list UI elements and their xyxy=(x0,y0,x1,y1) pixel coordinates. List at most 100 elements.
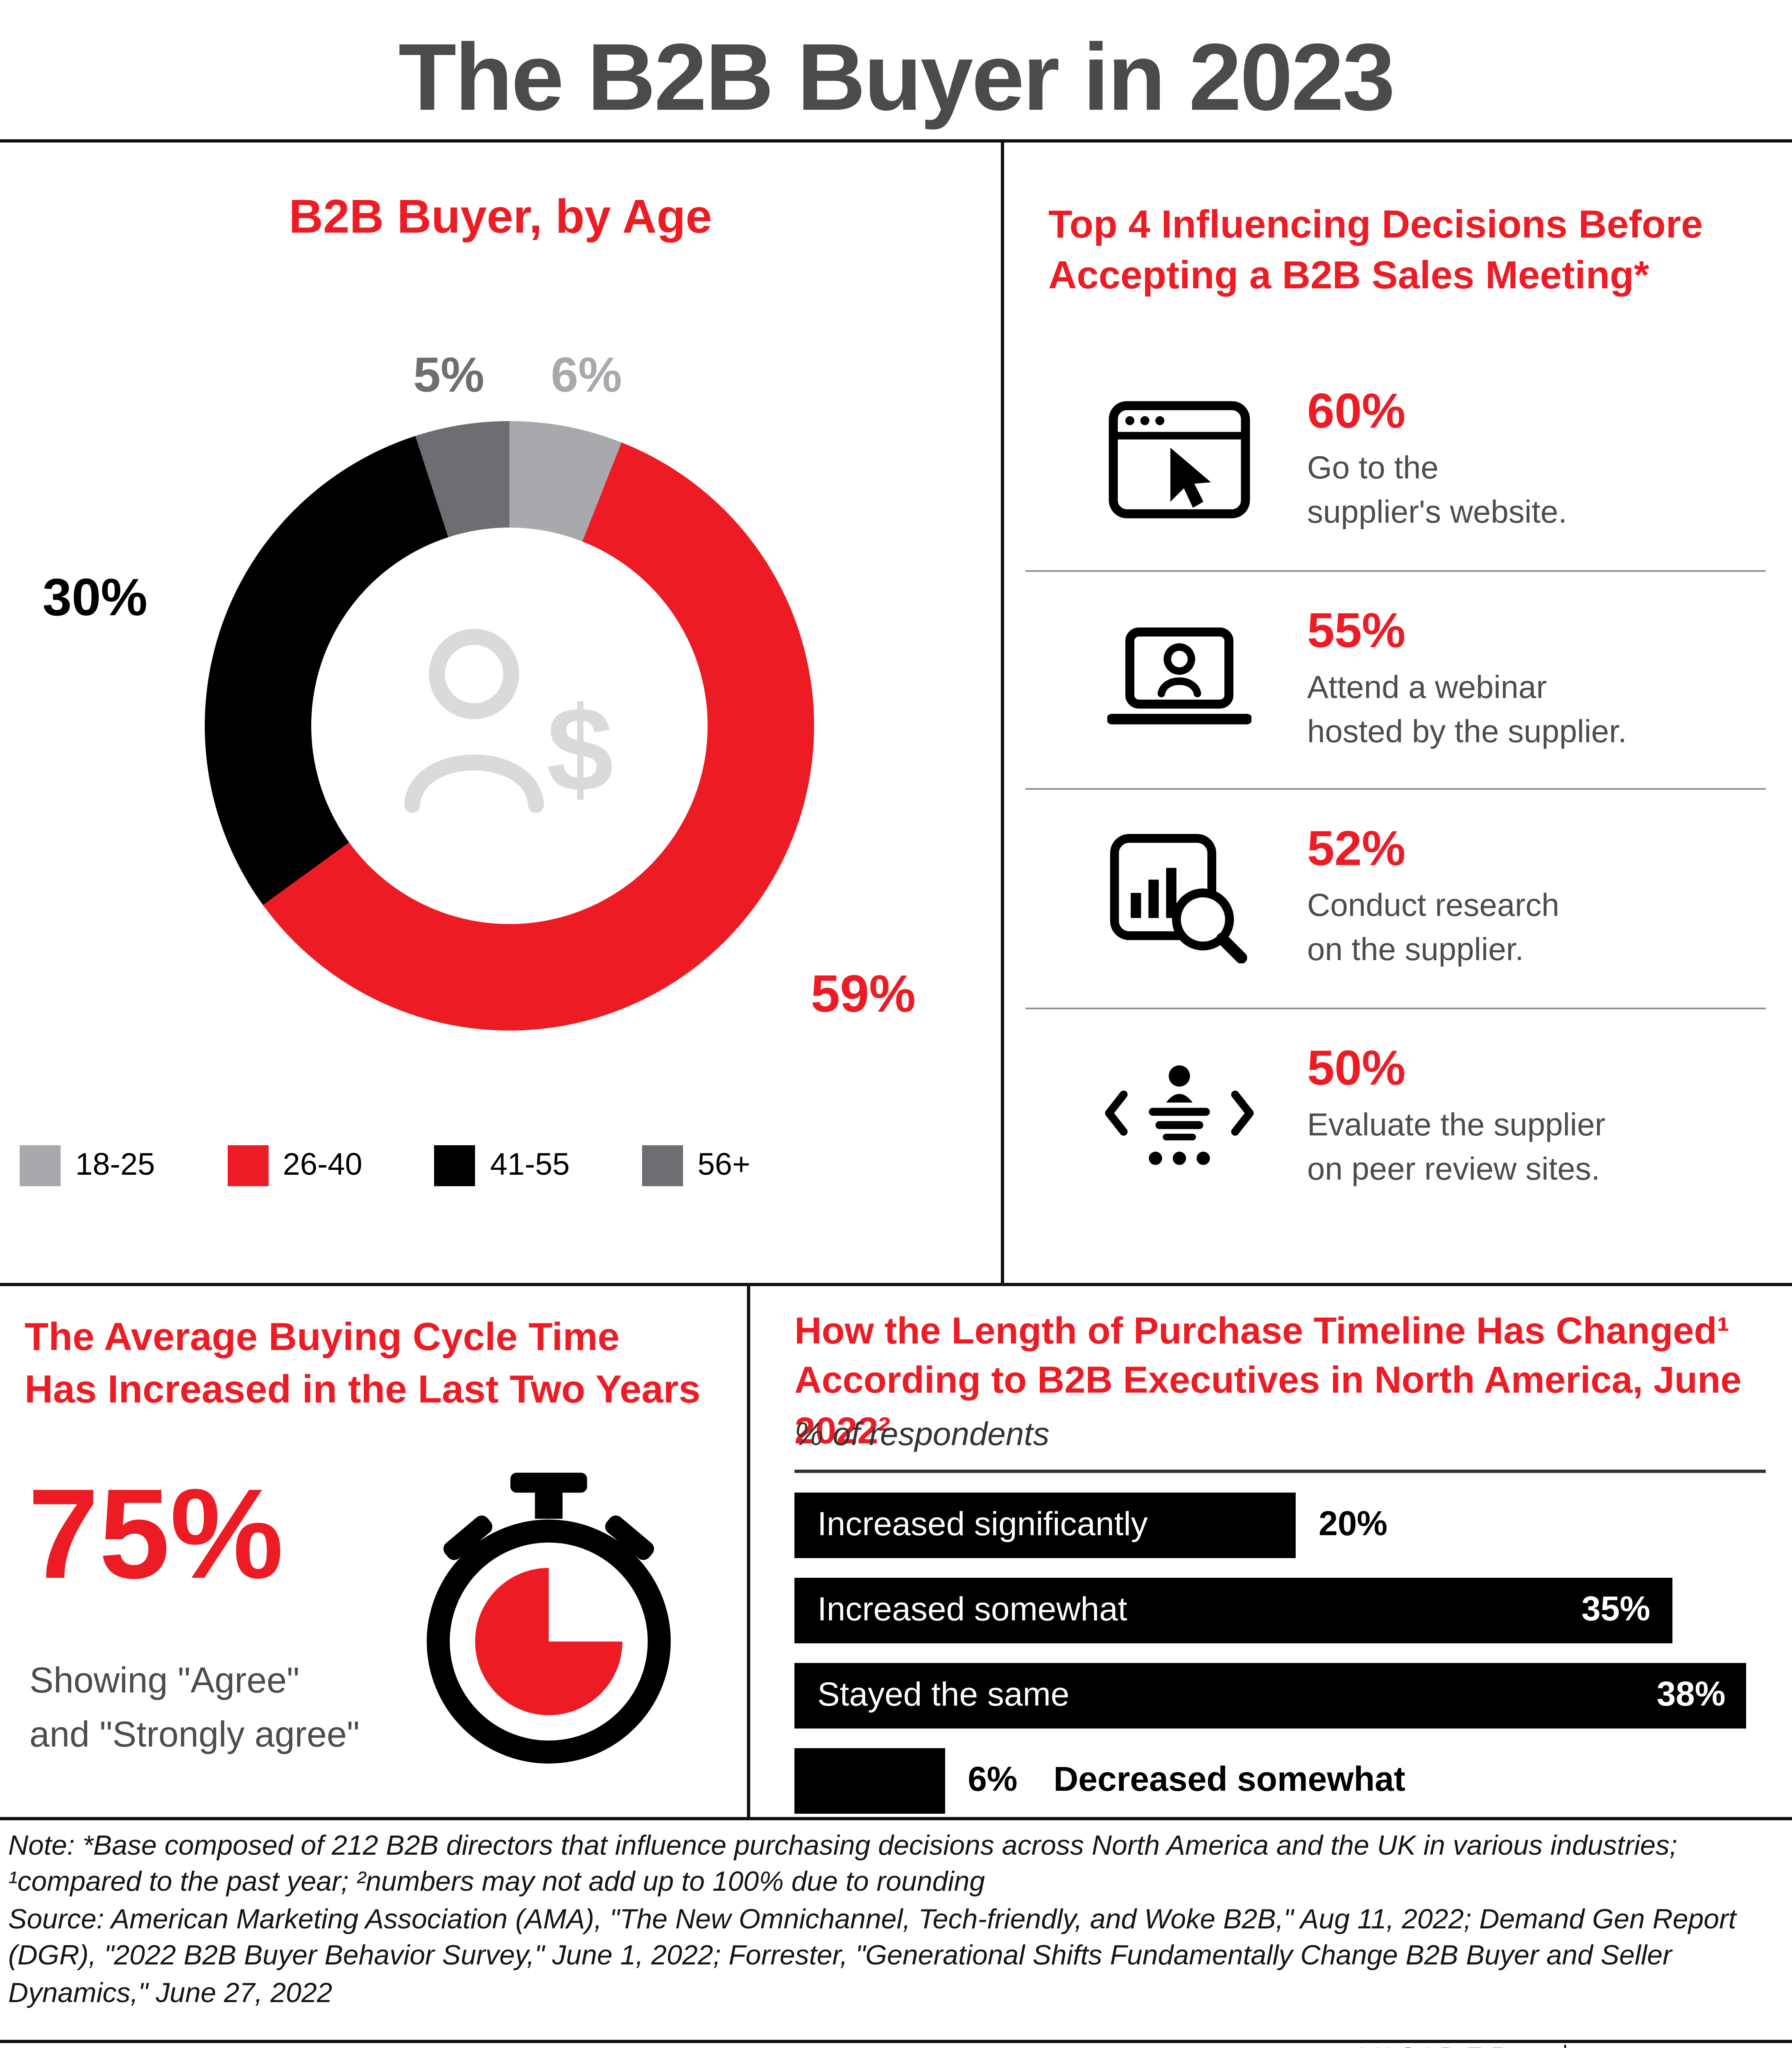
timeline-divider xyxy=(794,1470,1766,1472)
bar-decreased-somewhat xyxy=(794,1748,945,1814)
influence-value: 55% xyxy=(1307,604,1406,658)
age-donut-chart: $ xyxy=(205,421,814,1031)
legend-label: 56+ xyxy=(697,1148,751,1182)
legend-item-41-55: 41-55 xyxy=(434,1145,570,1186)
influence-text: 55% Attend a webinar hosted by the suppl… xyxy=(1307,604,1627,755)
bottom-vertical-divider xyxy=(747,1286,750,1817)
influence-title-line2: Accepting a B2B Sales Meeting* xyxy=(1048,254,1649,299)
donut-label-41-55: 30% xyxy=(42,568,148,627)
insider-intelligence-logo: INSIDER INTELLIGENCE xyxy=(1358,2045,1539,2048)
bar-label: Increased somewhat xyxy=(817,1591,1127,1629)
influence-section: Top 4 Influencing Decisions Before Accep… xyxy=(1001,143,1792,1283)
buying-cycle-title-line2: Has Increased in the Last Two Years xyxy=(25,1367,701,1412)
top-vertical-divider xyxy=(1001,143,1004,1283)
note-line: Note: *Base composed of 212 B2B director… xyxy=(8,1830,1677,1861)
influence-title-line1: Top 4 Influencing Decisions Before xyxy=(1048,203,1703,247)
header-divider xyxy=(0,139,1792,143)
svg-text:$: $ xyxy=(547,683,613,817)
age-donut-hole: $ xyxy=(311,528,708,924)
brand-block: INSIDER INTELLIGENCE eMarketer. xyxy=(1358,2045,1769,2048)
stopwatch-icon xyxy=(427,1473,671,1764)
legend-item-26-40: 26-40 xyxy=(227,1145,362,1186)
buyer-dollar-icon: $ xyxy=(404,629,613,817)
influence-desc-line2: hosted by the supplier. xyxy=(1307,714,1627,750)
note-line: (DGR), "2022 B2B Buyer Behavior Survey,"… xyxy=(8,1940,1672,1972)
legend-swatch-18-25 xyxy=(20,1145,61,1186)
influence-value: 50% xyxy=(1307,1042,1406,1096)
bar-row-increased-somewhat: Increased somewhat 35% xyxy=(794,1578,1792,1643)
bar-value: 6% xyxy=(968,1761,1018,1799)
stopwatch-pie xyxy=(475,1568,622,1715)
timeline-section: How the Length of Purchase Timeline Has … xyxy=(747,1286,1792,1817)
bar-increased-significantly: Increased significantly xyxy=(794,1493,1296,1558)
note-line: ¹compared to the past year; ²numbers may… xyxy=(8,1867,985,1898)
bar-row-increased-significantly: Increased significantly 20% xyxy=(794,1493,1792,1558)
legend-label: 18-25 xyxy=(75,1148,155,1182)
bar-stayed-the-same: Stayed the same 38% xyxy=(794,1663,1747,1729)
bar-value: 20% xyxy=(1319,1506,1388,1543)
age-section: B2B Buyer, by Age $ 5% 6% 30% 59% 18-25 xyxy=(0,143,1001,1283)
mid-divider xyxy=(0,1283,1792,1286)
page-title: The B2B Buyer in 2023 xyxy=(398,25,1395,131)
caption-line2: and "Strongly agree" xyxy=(29,1714,360,1755)
influence-title: Top 4 Influencing Decisions Before Accep… xyxy=(1048,200,1703,302)
bar-label: Decreased somewhat xyxy=(1053,1761,1405,1799)
bar-value: 35% xyxy=(1581,1591,1650,1629)
note-line: Dynamics," June 27, 2022 xyxy=(8,1977,333,2008)
influence-desc-line1: Conduct research xyxy=(1307,888,1559,924)
influence-item-research: 52% Conduct research on the supplier. xyxy=(1025,788,1766,1007)
donut-label-56plus: 5% xyxy=(413,349,484,403)
caption-line1: Showing "Agree" xyxy=(29,1660,300,1701)
bar-label: Increased significantly xyxy=(817,1506,1148,1543)
notes-section: Note: *Base composed of 212 B2B director… xyxy=(8,1828,1787,2012)
browser-cursor-icon xyxy=(1101,398,1258,524)
influence-desc-line2: supplier's website. xyxy=(1307,495,1567,532)
timeline-title-line2: According to B2B Executives in North Ame… xyxy=(794,1359,1742,1451)
influence-value: 60% xyxy=(1307,385,1406,439)
donut-label-26-40: 59% xyxy=(810,964,916,1023)
influence-desc-line2: on the supplier. xyxy=(1307,933,1524,969)
legend-swatch-26-40 xyxy=(227,1145,268,1186)
legend-swatch-41-55 xyxy=(434,1145,475,1186)
influence-text: 52% Conduct research on the supplier. xyxy=(1307,823,1559,974)
notes-divider xyxy=(0,1817,1792,1820)
timeline-subtitle: % of respondents xyxy=(794,1417,1050,1453)
brand-divider xyxy=(1563,2045,1566,2048)
buying-cycle-title: The Average Buying Cycle Time Has Increa… xyxy=(25,1312,701,1416)
bar-increased-somewhat: Increased somewhat 35% xyxy=(794,1578,1672,1643)
footer: i278927 INSIDER INTELLIGENCE eMarketer. xyxy=(0,2043,1792,2048)
note-line: Source: American Marketing Association (… xyxy=(8,1903,1736,1935)
legend-swatch-56plus xyxy=(642,1145,683,1186)
buying-cycle-caption: Showing "Agree" and "Strongly agree" xyxy=(29,1653,360,1761)
influence-value: 52% xyxy=(1307,822,1406,877)
legend-label: 26-40 xyxy=(283,1148,362,1182)
timeline-title: How the Length of Purchase Timeline Has … xyxy=(794,1306,1792,1455)
timeline-title-line1: How the Length of Purchase Timeline Has … xyxy=(794,1309,1730,1352)
research-magnifier-icon xyxy=(1101,834,1258,964)
buying-cycle-value: 75% xyxy=(28,1461,284,1606)
buying-cycle-section: The Average Buying Cycle Time Has Increa… xyxy=(0,1286,747,1817)
buying-cycle-title-line1: The Average Buying Cycle Time xyxy=(25,1316,620,1360)
influence-text: 50% Evaluate the supplier on peer review… xyxy=(1307,1042,1606,1193)
bar-label: Stayed the same xyxy=(817,1676,1070,1714)
age-chart-title: B2B Buyer, by Age xyxy=(289,192,712,244)
influence-item-webinar: 55% Attend a webinar hosted by the suppl… xyxy=(1025,569,1766,788)
peer-review-icon xyxy=(1101,1060,1258,1175)
legend-label: 41-55 xyxy=(490,1148,570,1182)
bar-value: 38% xyxy=(1656,1676,1726,1714)
influence-desc-line1: Evaluate the supplier xyxy=(1307,1107,1606,1144)
webinar-laptop-icon xyxy=(1101,627,1258,732)
influence-desc-line2: on peer review sites. xyxy=(1307,1152,1600,1188)
bar-row-decreased-somewhat: 6% Decreased somewhat xyxy=(794,1748,1792,1814)
bar-row-stayed-the-same: Stayed the same 38% xyxy=(794,1663,1792,1729)
influence-items: 60% Go to the supplier's website. 55% xyxy=(1025,352,1766,1226)
legend-item-56plus: 56+ xyxy=(642,1145,750,1186)
influence-desc-line1: Attend a webinar xyxy=(1307,669,1547,706)
influence-item-peer-review: 50% Evaluate the supplier on peer review… xyxy=(1025,1007,1766,1226)
age-legend: 18-25 26-40 41-55 56+ xyxy=(20,1145,750,1186)
influence-desc-line1: Go to the xyxy=(1307,451,1439,487)
legend-item-18-25: 18-25 xyxy=(20,1145,155,1186)
footer-divider xyxy=(0,2040,1792,2043)
insider-logo-line1: INSIDER xyxy=(1358,2045,1539,2048)
